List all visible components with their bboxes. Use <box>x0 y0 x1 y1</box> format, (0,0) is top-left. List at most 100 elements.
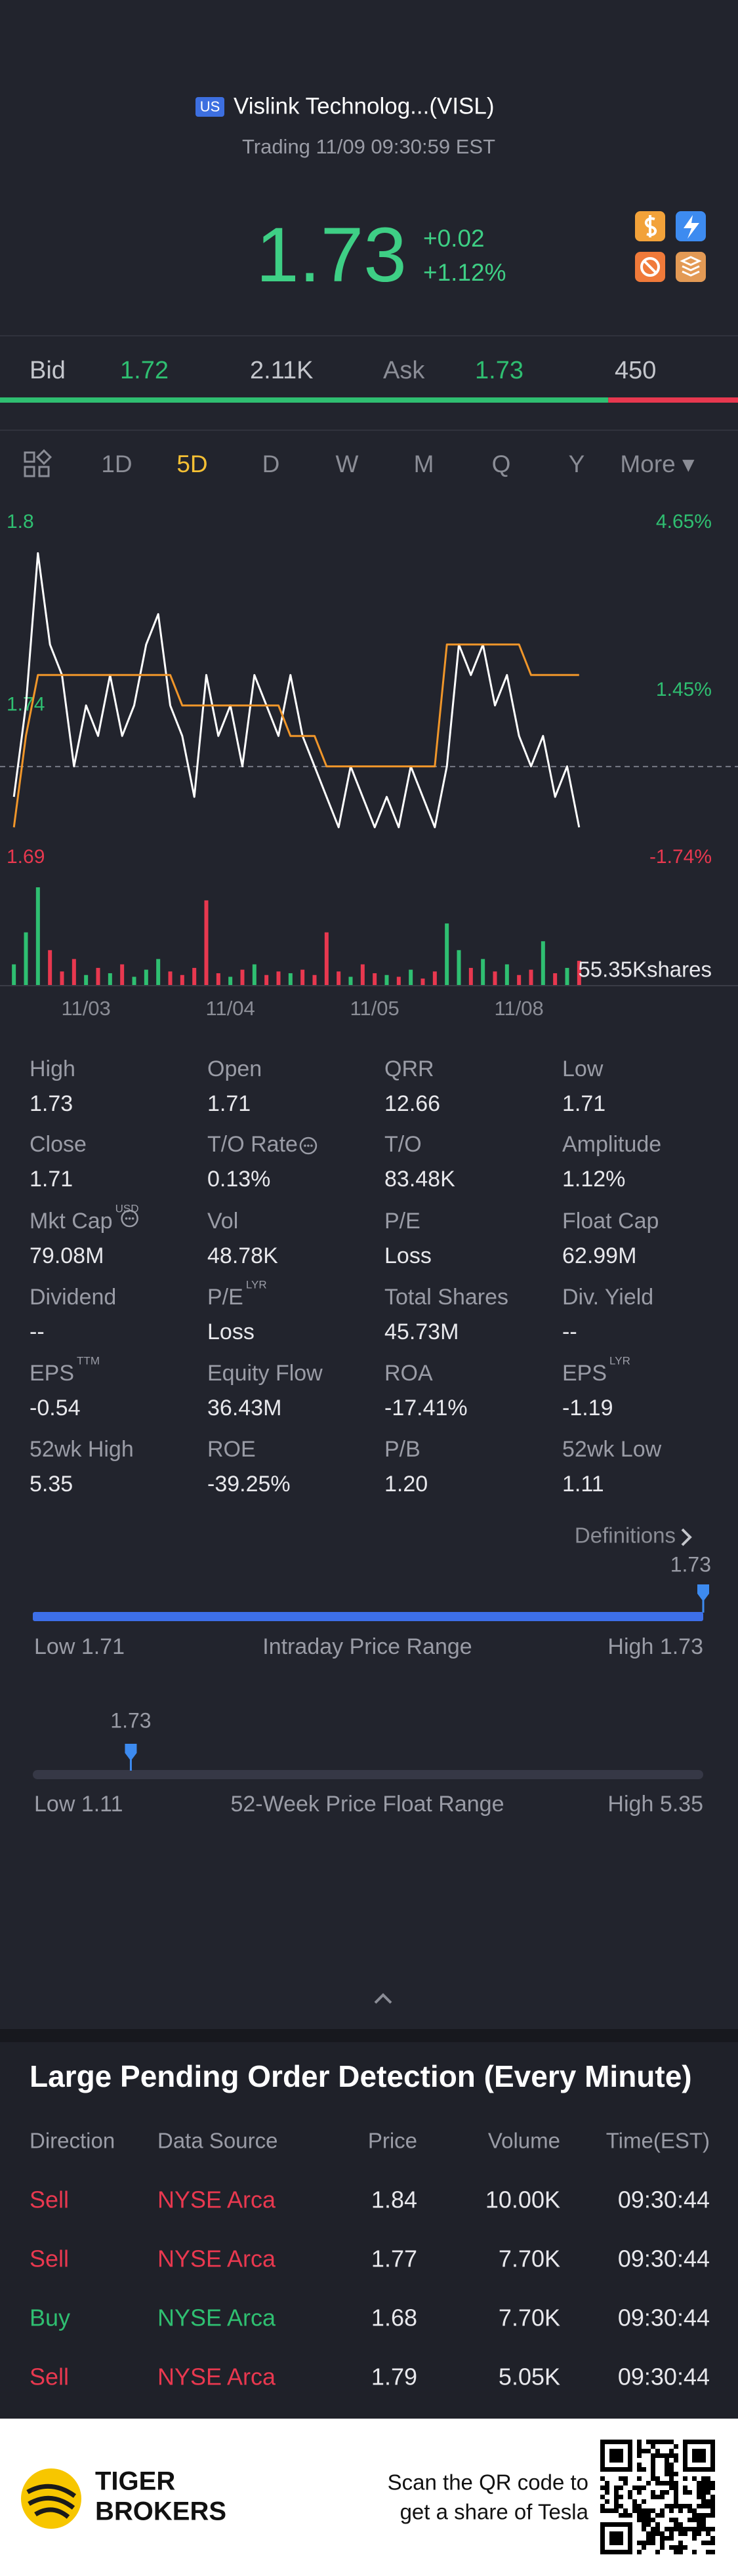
stat-value: 1.71 <box>30 1167 73 1192</box>
period-tab[interactable]: D <box>262 451 280 477</box>
qr-cell <box>628 2490 632 2495</box>
volume-bar <box>192 967 197 986</box>
volume-bar <box>468 967 473 986</box>
info-icon[interactable] <box>121 1209 138 1228</box>
period-tab[interactable]: More ▾ <box>620 451 695 477</box>
period-tab[interactable]: W <box>336 451 359 477</box>
volume-bar <box>252 964 256 986</box>
qr-cell <box>678 2531 683 2536</box>
info-dot <box>125 1217 128 1220</box>
qr-cell <box>701 2518 706 2522</box>
qr-cell <box>683 2527 687 2531</box>
qr-cell <box>669 2536 674 2541</box>
period-tab[interactable]: Q <box>492 451 511 477</box>
icon-stack[interactable] <box>676 252 706 282</box>
qr-cell <box>651 2495 655 2499</box>
period-tab[interactable]: 5D <box>176 451 207 477</box>
qr-cell <box>697 2531 701 2536</box>
qr-cell <box>701 2485 706 2490</box>
order-cell: NYSE Arca <box>157 2304 276 2331</box>
qr-cell <box>697 2527 701 2531</box>
qr-cell <box>687 2508 692 2513</box>
orders-title: Large Pending Order Detection (Every Min… <box>30 2059 692 2093</box>
qr-cell <box>655 2550 660 2554</box>
volume-bar <box>132 976 136 986</box>
qr-finder <box>609 2449 623 2463</box>
qr-cell <box>651 2472 655 2476</box>
info-icon[interactable] <box>299 1137 318 1155</box>
qr-cell <box>619 2476 623 2481</box>
range-marker <box>125 1744 137 1761</box>
qr-cell <box>660 2541 665 2545</box>
qr-cell <box>706 2499 710 2504</box>
brand-line: TIGER <box>95 2467 175 2496</box>
qr-cell <box>655 2522 660 2527</box>
qr-cell <box>651 2467 655 2472</box>
stat-superscript: TTM <box>77 1354 100 1367</box>
qr-cell <box>614 2504 619 2508</box>
stat-value: Loss <box>384 1243 432 1268</box>
qr-cell <box>706 2531 710 2536</box>
qr-cell <box>655 2449 660 2453</box>
volume-bar <box>144 969 148 986</box>
ask-volume-bar <box>608 397 738 403</box>
volume-bar <box>565 967 569 986</box>
stat-label: T/O Rate <box>207 1132 298 1157</box>
stat-value: 62.99M <box>562 1243 636 1268</box>
stat-superscript: LYR <box>246 1278 267 1291</box>
stat-value: 83.48K <box>384 1167 455 1192</box>
qr-cell <box>605 2481 609 2485</box>
period-tab[interactable]: M <box>414 451 434 477</box>
volume-bar <box>337 971 341 986</box>
order-cell: NYSE Arca <box>157 2186 276 2213</box>
section-divider <box>0 2029 738 2042</box>
qr-cell <box>701 2495 706 2499</box>
qr-cell <box>674 2458 678 2463</box>
qr-cell <box>669 2527 674 2531</box>
order-cell: 7.70K <box>499 2245 560 2272</box>
volume-bar <box>300 969 305 986</box>
qr-cell <box>651 2476 655 2481</box>
price-line <box>12 552 581 828</box>
volume-bar <box>240 969 245 986</box>
volume-bar <box>288 973 293 986</box>
range-low: Low 1.11 <box>34 1792 123 1817</box>
definitions-link[interactable]: Definitions <box>575 1523 676 1548</box>
column-header: Volume <box>488 2129 560 2153</box>
period-tab[interactable]: Y <box>569 451 585 477</box>
volume-bar <box>324 932 329 986</box>
qr-cell <box>665 2481 669 2485</box>
qr-cell <box>660 2531 665 2536</box>
range-low-value: 1.11 <box>81 1792 123 1817</box>
qr-cell <box>674 2453 678 2458</box>
qr-cell <box>687 2504 692 2508</box>
qr-cell <box>706 2541 710 2545</box>
qr-cell <box>710 2499 715 2504</box>
volume-bar <box>553 973 558 986</box>
qr-cell <box>669 2508 674 2513</box>
stat-value: -0.54 <box>30 1396 81 1420</box>
stat-value: 1.12% <box>562 1167 625 1192</box>
collapse-chevron[interactable] <box>374 1993 392 2004</box>
qr-cell <box>701 2476 706 2481</box>
y2-tick-label: -1.74% <box>649 846 712 868</box>
volume-bar <box>204 900 209 986</box>
qr-cell <box>646 2522 651 2527</box>
qr-cell <box>660 2536 665 2541</box>
qr-cell <box>651 2453 655 2458</box>
qr-cell <box>669 2545 674 2550</box>
volume-bar <box>504 964 509 986</box>
layout-icon[interactable] <box>24 449 52 477</box>
qr-cell <box>710 2513 715 2518</box>
order-cell: Buy <box>30 2304 70 2331</box>
stat-value: -- <box>30 1319 45 1344</box>
stat-label: QRR <box>384 1057 434 1081</box>
stock-title[interactable]: Vislink Technolog...(VISL) <box>234 93 495 119</box>
qr-cell <box>651 2444 655 2449</box>
qr-cell <box>665 2458 669 2463</box>
order-cell: 09:30:44 <box>618 2304 710 2331</box>
qr-cell <box>600 2504 605 2508</box>
period-tab[interactable]: 1D <box>101 451 132 477</box>
volume-bar <box>445 923 449 986</box>
